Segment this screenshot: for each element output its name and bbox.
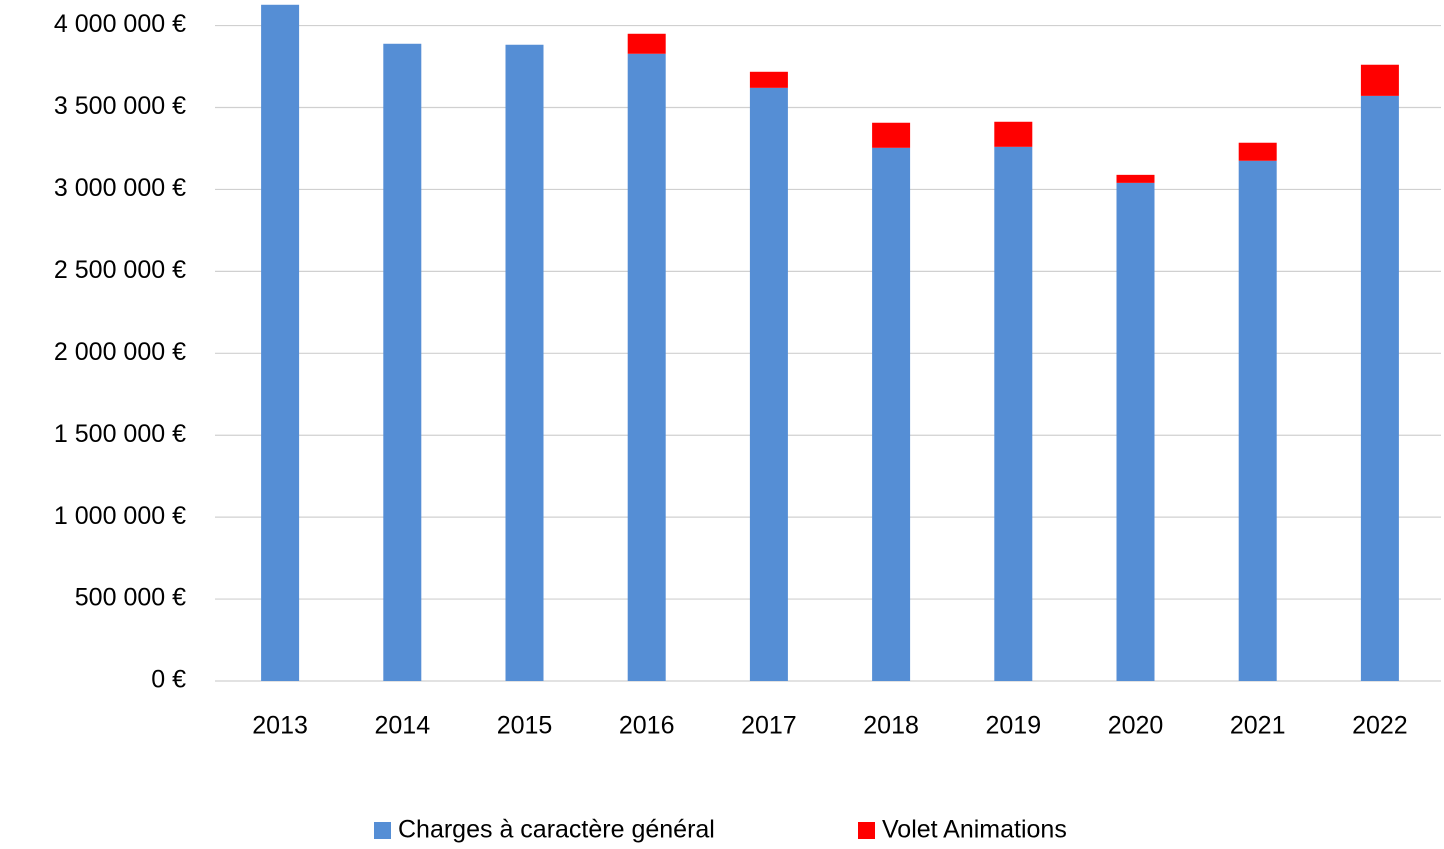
bar-segment: [627, 53, 666, 681]
y-tick-label: 500 000 €: [75, 584, 186, 612]
x-tick-label: 2015: [497, 712, 553, 740]
legend-label: Charges à caractère général: [398, 816, 715, 844]
bar-segment: [872, 122, 911, 148]
bar-segment: [994, 121, 1033, 147]
bar-segment: [749, 87, 788, 681]
y-tick-label: 3 500 000 €: [54, 92, 186, 120]
x-tick-label: 2022: [1352, 712, 1408, 740]
bar-segment: [383, 43, 422, 682]
y-tick-label: 2 500 000 €: [54, 256, 186, 284]
bar-segment: [1116, 182, 1155, 681]
bar-segment: [994, 146, 1033, 682]
y-tick-label: 4 000 000 €: [54, 10, 186, 38]
x-tick-label: 2013: [252, 712, 308, 740]
bar-segment: [1238, 142, 1277, 161]
x-tick-label: 2021: [1230, 712, 1286, 740]
bar-segment: [261, 4, 300, 681]
x-tick-label: 2014: [374, 712, 430, 740]
y-tick-label: 0 €: [151, 666, 186, 694]
legend-label: Volet Animations: [882, 816, 1067, 844]
x-tick-label: 2020: [1108, 712, 1164, 740]
x-tick-label: 2017: [741, 712, 797, 740]
bar-segment: [1360, 64, 1399, 96]
bar-segment: [1238, 160, 1277, 681]
y-tick-label: 1 500 000 €: [54, 420, 186, 448]
bar-segment: [1116, 174, 1155, 183]
x-tick-label: 2018: [863, 712, 919, 740]
bar-segment: [749, 71, 788, 88]
bar-segment: [872, 147, 911, 681]
bar-segment: [505, 44, 544, 682]
x-tick-label: 2016: [619, 712, 675, 740]
bar-segment: [1360, 95, 1399, 681]
legend-swatch: [858, 822, 875, 839]
bar-segment: [627, 33, 666, 54]
y-tick-label: 2 000 000 €: [54, 338, 186, 366]
y-tick-label: 3 000 000 €: [54, 174, 186, 202]
y-tick-label: 1 000 000 €: [54, 502, 186, 530]
x-tick-label: 2019: [985, 712, 1041, 740]
legend-swatch: [374, 822, 391, 839]
